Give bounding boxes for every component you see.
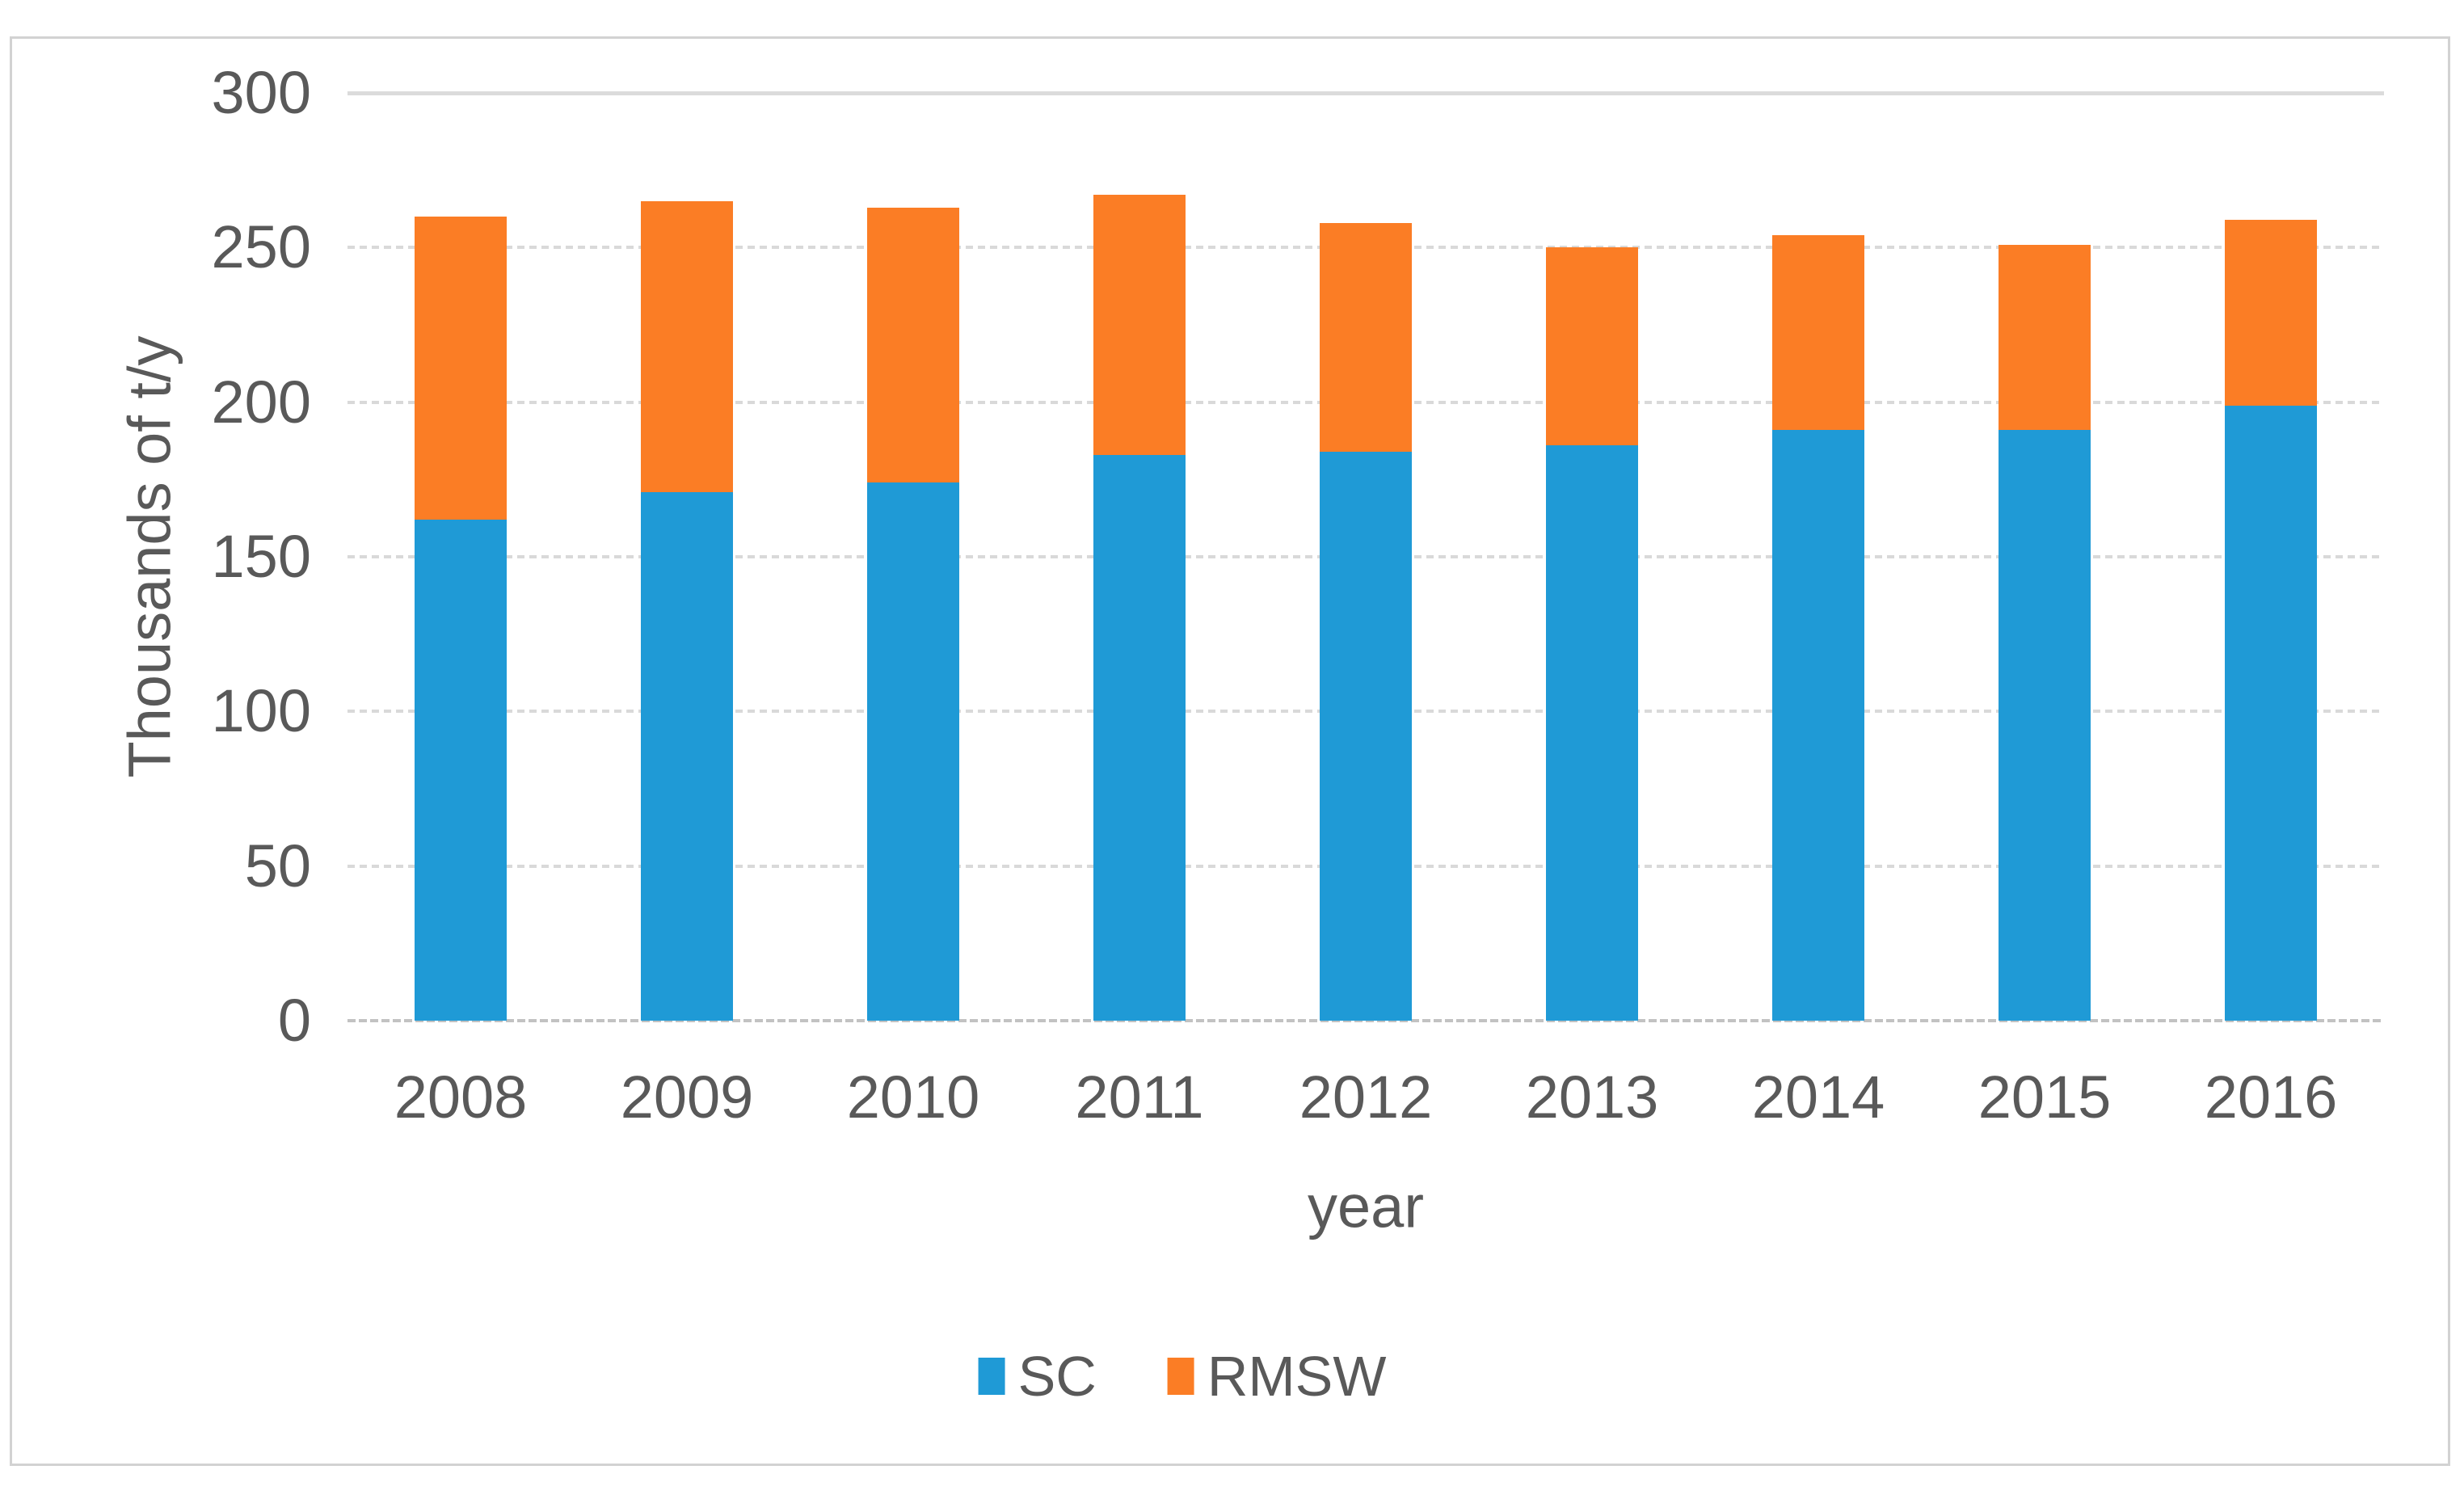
bar-2009 <box>641 93 733 1021</box>
bar-2015 <box>1999 93 2091 1021</box>
bar-segment-sc-2016 <box>2225 405 2317 1021</box>
legend-item-rmsw: RMSW <box>1167 1345 1387 1408</box>
bar-segment-rmsw-2012 <box>1320 222 1412 452</box>
bar-segment-sc-2009 <box>641 491 733 1021</box>
x-tick-label-2010: 2010 <box>846 1063 980 1131</box>
bar-segment-rmsw-2008 <box>415 217 507 520</box>
bar-2013 <box>1546 93 1638 1021</box>
y-tick-label-300: 300 <box>211 59 311 126</box>
y-tick-label-50: 50 <box>244 832 311 899</box>
bar-2014 <box>1772 93 1864 1021</box>
legend-label-rmsw: RMSW <box>1207 1345 1387 1408</box>
y-tick-label-100: 100 <box>211 677 311 745</box>
x-tick-label-2015: 2015 <box>1978 1063 2112 1131</box>
x-tick-label-2014: 2014 <box>1751 1063 1885 1131</box>
bar-2012 <box>1320 93 1412 1021</box>
chart-legend: SC RMSW <box>978 1345 1387 1408</box>
x-tick-label-2012: 2012 <box>1299 1063 1433 1131</box>
x-tick-label-2016: 2016 <box>2204 1063 2338 1131</box>
bar-segment-sc-2015 <box>1999 430 2091 1021</box>
legend-swatch-rmsw <box>1167 1358 1194 1395</box>
bar-segment-sc-2012 <box>1320 451 1412 1021</box>
bar-2011 <box>1093 93 1186 1021</box>
bar-segment-rmsw-2009 <box>641 200 733 492</box>
gridline-300 <box>347 91 2384 95</box>
y-tick-label-200: 200 <box>211 368 311 436</box>
x-tick-label-2011: 2011 <box>1075 1063 1204 1131</box>
bar-segment-sc-2013 <box>1546 445 1638 1021</box>
x-axis-title: year <box>1308 1173 1424 1240</box>
bar-segment-rmsw-2014 <box>1772 235 1864 431</box>
bar-segment-sc-2011 <box>1093 454 1186 1021</box>
bar-2008 <box>415 93 507 1021</box>
y-axis-title: Thousands of t/y <box>116 335 183 778</box>
bar-segment-sc-2010 <box>867 482 959 1021</box>
bar-segment-sc-2008 <box>415 520 507 1021</box>
y-tick-label-150: 150 <box>211 523 311 590</box>
bar-2016 <box>2225 93 2317 1021</box>
bar-segment-rmsw-2010 <box>867 207 959 483</box>
bar-segment-rmsw-2013 <box>1546 247 1638 446</box>
bar-segment-rmsw-2015 <box>1999 244 2091 431</box>
plot-area <box>347 91 2384 1022</box>
legend-item-sc: SC <box>978 1345 1097 1408</box>
y-tick-label-0: 0 <box>277 987 311 1054</box>
bar-segment-rmsw-2011 <box>1093 195 1186 455</box>
x-tick-label-2009: 2009 <box>620 1063 754 1131</box>
y-tick-label-250: 250 <box>211 213 311 281</box>
x-tick-label-2013: 2013 <box>1525 1063 1659 1131</box>
gridline-0 <box>347 1019 2384 1022</box>
bar-segment-sc-2014 <box>1772 430 1864 1021</box>
bar-segment-rmsw-2016 <box>2225 219 2317 406</box>
legend-label-sc: SC <box>1017 1345 1097 1408</box>
x-tick-label-2008: 2008 <box>394 1063 528 1131</box>
legend-swatch-sc <box>978 1358 1005 1395</box>
bar-2010 <box>867 93 959 1021</box>
